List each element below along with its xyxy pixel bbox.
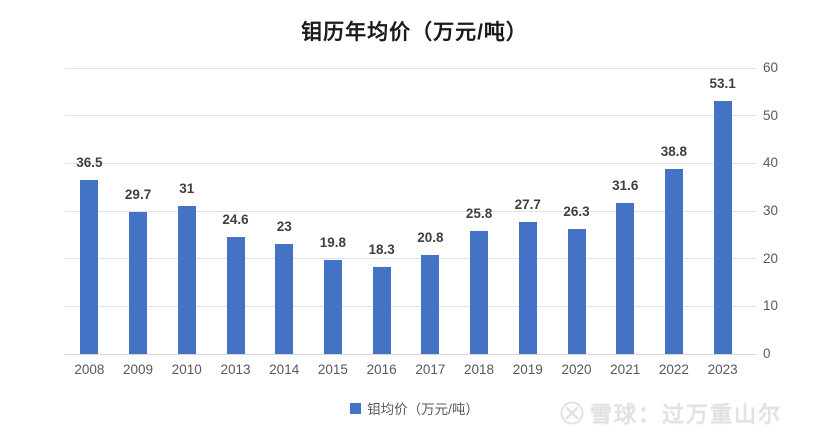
y-axis-tick-label: 50 — [763, 107, 779, 123]
x-axis-category-label-2018: 2018 — [464, 362, 495, 377]
bar-value-label-2023: 53.1 — [709, 75, 736, 91]
bar-2016 — [372, 266, 391, 354]
bar-value-label-2020: 26.3 — [563, 203, 590, 219]
x-axis-category-label-2020: 2020 — [561, 362, 592, 377]
y-axis-tick-label: 30 — [763, 203, 779, 218]
bar-2010 — [177, 206, 196, 354]
x-axis-category-label-2009: 2009 — [123, 362, 154, 377]
bar-value-label-2008: 36.5 — [76, 155, 103, 171]
xueqiu-logo-icon — [560, 401, 584, 425]
x-axis-category-label-2023: 2023 — [707, 362, 738, 377]
bar-value-label-2022: 38.8 — [660, 144, 688, 160]
legend: 钼均价（万元/吨） — [0, 398, 829, 418]
bar-2022 — [664, 169, 683, 354]
legend-series-label: 钼均价（万元/吨） — [367, 402, 479, 417]
bar-value-label-2014: 23 — [276, 219, 292, 235]
y-axis-tick-label: 40 — [763, 155, 779, 171]
x-axis-category-label-2010: 2010 — [171, 362, 202, 377]
x-axis-category-label-2017: 2017 — [415, 362, 446, 377]
bar-value-label-2017: 20.8 — [417, 229, 444, 245]
x-axis-category-label-2019: 2019 — [512, 362, 543, 377]
gridline — [65, 115, 756, 117]
gridline — [65, 258, 756, 260]
watermark: 雪球：过万重山尔 — [560, 397, 782, 429]
bar-2017 — [421, 254, 440, 354]
y-axis-tick-label: 0 — [763, 346, 771, 361]
bar-value-label-2019: 27.7 — [514, 196, 541, 212]
bar-2014 — [275, 244, 294, 354]
bar-2021 — [616, 203, 635, 354]
x-axis-category-label-2022: 2022 — [658, 362, 689, 377]
bar-value-label-2018: 25.8 — [465, 206, 493, 222]
chart-title: 钼历年均价（万元/吨） — [301, 21, 528, 44]
bar-2020 — [567, 228, 586, 354]
bar-2013 — [226, 236, 245, 354]
bar-2009 — [129, 212, 148, 354]
bar-2019 — [518, 221, 537, 354]
bar-value-label-2021: 31.6 — [612, 178, 639, 194]
legend-marker-icon — [350, 402, 362, 414]
gridline — [65, 162, 756, 164]
bar-2015 — [323, 259, 342, 354]
gridline — [65, 67, 756, 69]
bar-value-label-2010: 31 — [179, 181, 195, 197]
y-axis-tick-label: 20 — [763, 250, 779, 266]
y-axis-tick-label: 60 — [763, 60, 779, 75]
bar-value-label-2015: 19.8 — [319, 234, 347, 250]
bar-2023 — [713, 100, 732, 354]
gridline — [65, 210, 756, 212]
x-axis-category-label-2013: 2013 — [220, 362, 251, 377]
bar-2018 — [470, 231, 489, 354]
bar-value-label-2009: 29.7 — [124, 187, 152, 203]
watermark-text: 雪球：过万重山尔 — [590, 402, 783, 427]
bar-2008 — [80, 180, 99, 354]
x-axis-category-label-2008: 2008 — [74, 362, 105, 377]
x-axis-line — [65, 353, 756, 355]
x-axis-category-label-2016: 2016 — [366, 362, 397, 377]
x-axis-category-label-2021: 2021 — [610, 362, 641, 377]
x-axis-category-label-2015: 2015 — [317, 362, 348, 377]
x-axis-category-label-2014: 2014 — [269, 362, 300, 377]
bar-value-label-2016: 18.3 — [368, 241, 395, 257]
gridline — [65, 305, 756, 307]
bar-value-label-2013: 24.6 — [222, 211, 249, 227]
y-axis-tick-label: 10 — [763, 298, 779, 314]
